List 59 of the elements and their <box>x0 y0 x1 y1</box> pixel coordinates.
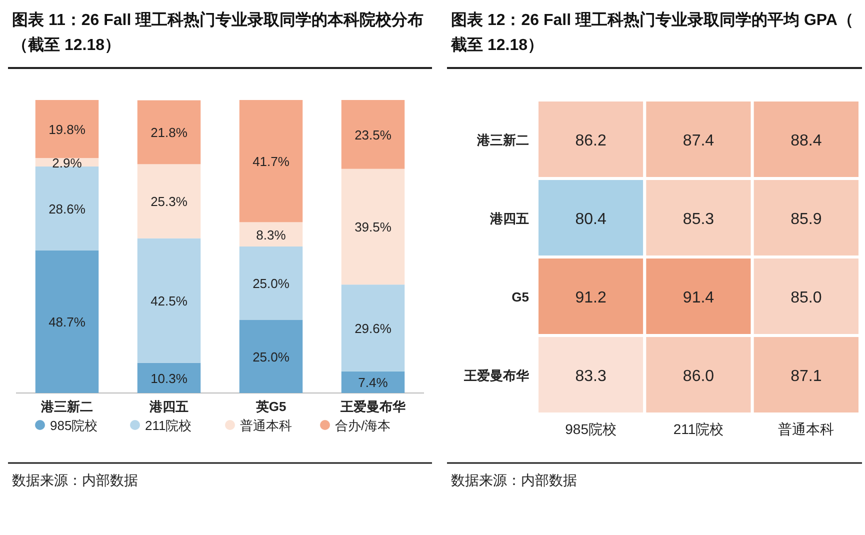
source-note: 数据来源：内部数据 <box>12 472 138 488</box>
data-label: 2.9% <box>52 155 82 170</box>
data-label: 85.3 <box>682 210 714 228</box>
bar <box>137 238 201 363</box>
y-tick-label: G5 <box>512 289 529 304</box>
data-label: 86.2 <box>575 132 607 150</box>
data-label: 25.0% <box>252 276 290 292</box>
legend-label: 合办/海本 <box>335 418 391 433</box>
bar <box>137 362 201 393</box>
data-label: 42.5% <box>150 294 188 309</box>
data-label: 85.0 <box>790 289 822 306</box>
bar <box>239 100 303 222</box>
data-label: 25.3% <box>150 194 188 210</box>
y-tick-label: 王爱曼布华 <box>463 368 530 383</box>
bar <box>239 246 303 320</box>
data-label: 19.8% <box>48 122 86 138</box>
data-label: 29.6% <box>354 320 392 336</box>
bar <box>137 164 201 238</box>
data-label: 86.0 <box>682 368 714 385</box>
x-tick-label: 港四五 <box>148 399 188 414</box>
data-label: 21.8% <box>150 125 188 140</box>
x-tick-label: 港三新二 <box>40 399 93 414</box>
data-label: 8.3% <box>256 227 286 242</box>
data-label: 28.6% <box>48 201 86 216</box>
data-label: 88.4 <box>790 132 822 150</box>
data-label: 7.4% <box>358 375 388 390</box>
bar <box>341 100 405 169</box>
data-label: 91.4 <box>682 289 714 306</box>
bar <box>35 250 99 393</box>
x-tick-label: 211院校 <box>673 421 724 437</box>
data-label: 91.2 <box>575 289 607 306</box>
bar <box>341 371 405 393</box>
bar <box>341 284 405 372</box>
y-tick-label: 港四五 <box>489 210 529 226</box>
data-label: 10.3% <box>150 370 188 386</box>
data-label: 85.9 <box>790 210 822 228</box>
bar <box>341 168 405 285</box>
bar <box>35 166 99 250</box>
data-label: 39.5% <box>354 220 392 235</box>
x-tick-label: 英G5 <box>254 399 286 414</box>
data-label: 87.4 <box>682 132 714 150</box>
chart-title: 图表 11：26 Fall 理工科热门专业录取同学的本科院校分布（截至 12.18） <box>12 10 424 54</box>
bar <box>137 100 201 164</box>
x-tick-label: 普通本科 <box>778 421 834 437</box>
data-label: 83.3 <box>575 368 607 385</box>
data-label: 48.7% <box>48 314 86 330</box>
data-label: 41.7% <box>252 154 290 170</box>
data-label: 23.5% <box>354 127 392 142</box>
data-label: 25.0% <box>252 349 290 364</box>
bar <box>239 222 303 246</box>
x-tick-label: 985院校 <box>565 421 617 437</box>
x-tick-label: 王爱曼布华 <box>340 399 406 414</box>
y-tick-label: 港三新二 <box>476 132 529 148</box>
bar <box>239 320 303 393</box>
source-note: 数据来源：内部数据 <box>451 472 577 488</box>
bar <box>35 100 99 158</box>
data-label: 80.4 <box>575 210 607 228</box>
data-label: 87.1 <box>790 368 822 385</box>
chart-title: 图表 12：26 Fall 理工科热门专业录取同学的平均 GPA（截至 12.18） <box>450 10 854 54</box>
